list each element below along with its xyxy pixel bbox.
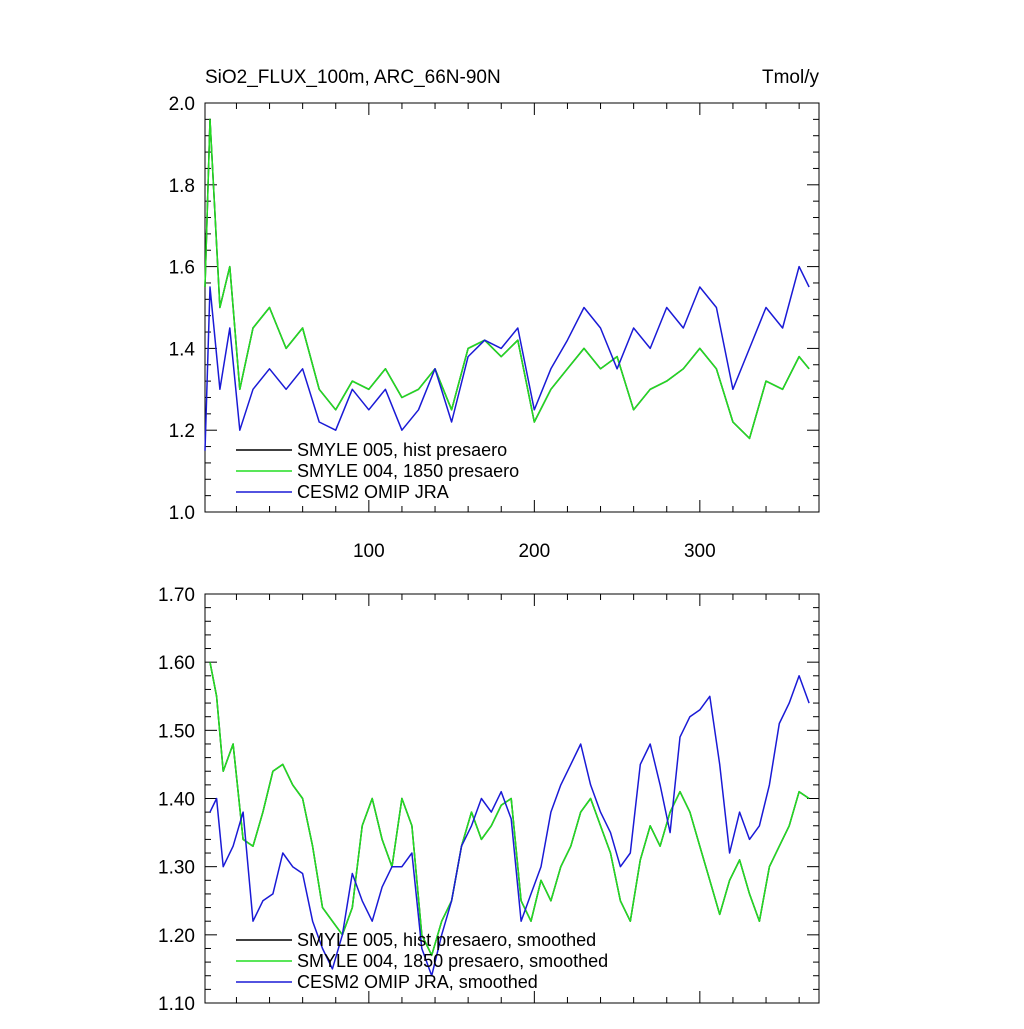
- series-line-black: [204, 118, 810, 440]
- legend-label: CESM2 OMIP JRA: [297, 482, 449, 502]
- y-tick-label: 1.8: [169, 176, 195, 197]
- y-tick-label: 1.60: [158, 653, 195, 674]
- y-tick-label: 1.30: [158, 858, 195, 879]
- x-tick-label: 200: [518, 541, 550, 562]
- legend-label: SMYLE 005, hist presaero: [297, 440, 507, 460]
- panel-bottom: 1.10 1.20 1.30 1.40 1.50 1.60 1.70 SMYLE 005, …: [158, 585, 820, 1015]
- y-tick-label: 1.50: [158, 721, 195, 742]
- y-tick-label: 1.0: [169, 503, 195, 524]
- series-lines: [209, 662, 810, 977]
- series-lines: [204, 118, 810, 451]
- chart-title: SiO2_FLUX_100m, ARC_66N-90N: [205, 67, 501, 88]
- axis-ticks: 1.0 1.2 1.4 1.6 1.8 2.0 100 200 300: [169, 94, 819, 562]
- plot-frame: [204, 102, 820, 513]
- legend-label: CESM2 OMIP JRA, smoothed: [297, 972, 538, 992]
- y-tick-label: 1.20: [158, 926, 195, 947]
- legend: SMYLE 005, hist presaero, smoothedSMYLE …: [236, 930, 608, 992]
- legend-label: SMYLE 004, 1850 presaero: [297, 461, 519, 481]
- legend-label: SMYLE 005, hist presaero, smoothed: [297, 930, 596, 950]
- panel-top: SiO2_FLUX_100m, ARC_66N-90N Tmol/y 1.01.…: [169, 67, 820, 562]
- units-label: Tmol/y: [762, 67, 820, 88]
- y-tick-label: 2.0: [169, 94, 195, 115]
- series-line-green: [204, 118, 810, 440]
- legend-label: SMYLE 004, 1850 presaero, smoothed: [297, 951, 608, 971]
- series-line-blue: [204, 265, 810, 451]
- axis-ticks: 1.10 1.20 1.30 1.40 1.50 1.60 1.70: [158, 585, 819, 1015]
- series-line-green: [209, 662, 810, 957]
- x-tick-label: 100: [353, 541, 385, 562]
- y-tick-label: 1.6: [169, 258, 195, 279]
- y-tick-label: 1.2: [169, 421, 195, 442]
- y-tick-label: 1.40: [158, 790, 195, 811]
- x-tick-label: 300: [684, 541, 716, 562]
- y-tick-label: 1.10: [158, 994, 195, 1015]
- y-tick-label: 1.70: [158, 585, 195, 606]
- series-line-blue: [209, 675, 810, 977]
- y-tick-label: 1.4: [169, 339, 196, 360]
